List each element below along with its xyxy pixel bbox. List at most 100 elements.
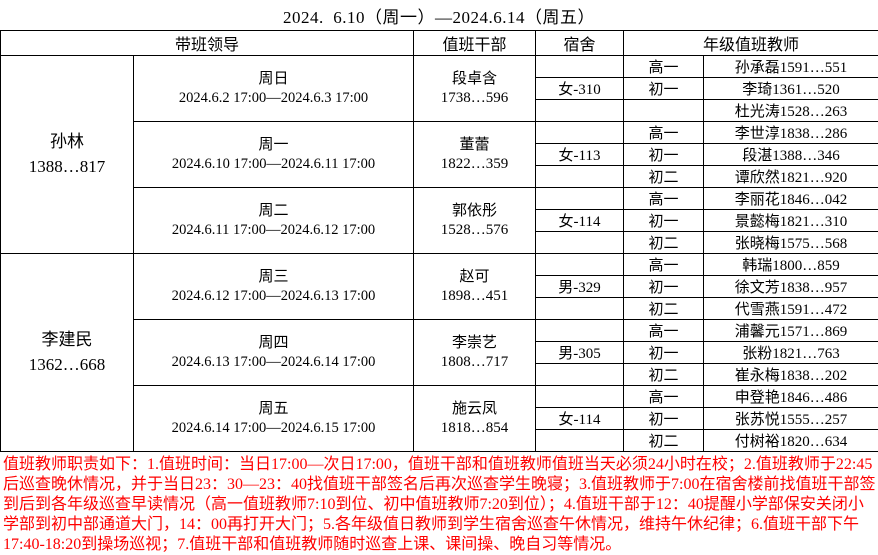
leader-cell: 孙林 1388…817: [1, 56, 134, 254]
grade-cell: 初二: [624, 232, 704, 254]
grade-cell: 高一: [624, 122, 704, 144]
teacher-cell: 孙承磊1591…551: [704, 56, 878, 78]
cadre-name: 赵可: [414, 268, 535, 287]
teacher-cell: 张苏悦1555…257: [704, 408, 878, 430]
table-row: 孙林 1388…817 周日 2024.6.2 17:00—2024.6.3 1…: [1, 56, 878, 78]
duty-table: 带班领导 值班干部 宿舍 年级值班教师 孙林 1388…817 周日 2024.…: [0, 30, 878, 452]
day-period: 2024.6.14 17:00—2024.6.15 17:00: [134, 419, 413, 437]
cadre-phone: 1822…359: [414, 155, 535, 173]
table-header-row: 带班领导 值班干部 宿舍 年级值班教师: [1, 31, 878, 56]
duty-roster-page: 2024. 6.10（周一）—2024.6.14（周五） 带班领导 值班干部 宿…: [0, 0, 878, 524]
leader-phone: 1388…817: [1, 155, 133, 180]
grade-cell: 高一: [624, 386, 704, 408]
dorm-cell: 女-114: [536, 408, 624, 430]
cadre-cell: 段卓含 1738…596: [414, 56, 536, 122]
cadre-cell: 赵可 1898…451: [414, 254, 536, 320]
grade-cell: 初一: [624, 210, 704, 232]
teacher-cell: 段湛1388…346: [704, 144, 878, 166]
grade-cell: 高一: [624, 320, 704, 342]
cadre-name: 施云凤: [414, 400, 535, 419]
teacher-cell: 景懿梅1821…310: [704, 210, 878, 232]
grade-cell: [624, 100, 704, 122]
dorm-cell-empty: [536, 56, 624, 78]
day-period: 2024.6.10 17:00—2024.6.11 17:00: [134, 155, 413, 173]
page-title: 2024. 6.10（周一）—2024.6.14（周五）: [0, 0, 878, 30]
header-cadre: 值班干部: [414, 31, 536, 56]
day-cell: 周日 2024.6.2 17:00—2024.6.3 17:00: [134, 56, 414, 122]
dorm-cell: 女-113: [536, 144, 624, 166]
teacher-cell: 浦馨元1571…869: [704, 320, 878, 342]
dorm-cell-empty: [536, 430, 624, 452]
dorm-cell-empty: [536, 254, 624, 276]
cadre-cell: 施云凤 1818…854: [414, 386, 536, 452]
dorm-cell-empty: [536, 298, 624, 320]
cadre-name: 段卓含: [414, 70, 535, 89]
grade-cell: 初二: [624, 298, 704, 320]
teacher-cell: 张晓梅1575…568: [704, 232, 878, 254]
grade-cell: 高一: [624, 188, 704, 210]
leader-name: 李建民: [1, 328, 133, 353]
day-cell: 周五 2024.6.14 17:00—2024.6.15 17:00: [134, 386, 414, 452]
leader-name: 孙林: [1, 130, 133, 155]
cadre-phone: 1738…596: [414, 89, 535, 107]
cadre-phone: 1818…854: [414, 419, 535, 437]
dorm-cell-empty: [536, 166, 624, 188]
teacher-cell: 杜光涛1528…263: [704, 100, 878, 122]
cadre-name: 郭依彤: [414, 202, 535, 221]
day-cell: 周二 2024.6.11 17:00—2024.6.12 17:00: [134, 188, 414, 254]
grade-cell: 初二: [624, 430, 704, 452]
teacher-cell: 张粉1821…763: [704, 342, 878, 364]
header-dorm: 宿舍: [536, 31, 624, 56]
day-cell: 周四 2024.6.13 17:00—2024.6.14 17:00: [134, 320, 414, 386]
dorm-cell: 男-329: [536, 276, 624, 298]
duty-notes: 值班教师职责如下：1.值班时间：当日17:00—次日17:00，值班干部和值班教…: [0, 452, 878, 555]
cadre-cell: 董蕾 1822…359: [414, 122, 536, 188]
day-period: 2024.6.12 17:00—2024.6.13 17:00: [134, 287, 413, 305]
day-label: 周五: [134, 400, 413, 419]
teacher-cell: 徐文芳1838…957: [704, 276, 878, 298]
cadre-name: 李崇艺: [414, 334, 535, 353]
cadre-phone: 1808…717: [414, 353, 535, 371]
teacher-cell: 申登艳1846…486: [704, 386, 878, 408]
day-label: 周一: [134, 136, 413, 155]
day-period: 2024.6.2 17:00—2024.6.3 17:00: [134, 89, 413, 107]
grade-cell: 高一: [624, 56, 704, 78]
leader-cell: 李建民 1362…668: [1, 254, 134, 452]
day-label: 周四: [134, 334, 413, 353]
cadre-name: 董蕾: [414, 136, 535, 155]
teacher-cell: 代雪燕1591…472: [704, 298, 878, 320]
grade-cell: 高一: [624, 254, 704, 276]
grade-cell: 初一: [624, 408, 704, 430]
day-label: 周三: [134, 268, 413, 287]
dorm-cell: 女-310: [536, 78, 624, 100]
teacher-cell: 付树裕1820…634: [704, 430, 878, 452]
grade-cell: 初一: [624, 276, 704, 298]
dorm-cell-empty: [536, 364, 624, 386]
teacher-cell: 李世淳1838…286: [704, 122, 878, 144]
teacher-cell: 谭欣然1821…920: [704, 166, 878, 188]
grade-cell: 初二: [624, 364, 704, 386]
grade-cell: 初一: [624, 78, 704, 100]
dorm-cell-empty: [536, 122, 624, 144]
day-period: 2024.6.11 17:00—2024.6.12 17:00: [134, 221, 413, 239]
cadre-phone: 1528…576: [414, 221, 535, 239]
cadre-cell: 郭依彤 1528…576: [414, 188, 536, 254]
day-cell: 周三 2024.6.12 17:00—2024.6.13 17:00: [134, 254, 414, 320]
dorm-cell-empty: [536, 320, 624, 342]
day-cell: 周一 2024.6.10 17:00—2024.6.11 17:00: [134, 122, 414, 188]
dorm-cell-empty: [536, 188, 624, 210]
dorm-cell-empty: [536, 232, 624, 254]
cadre-cell: 李崇艺 1808…717: [414, 320, 536, 386]
day-label: 周二: [134, 202, 413, 221]
grade-cell: 初一: [624, 144, 704, 166]
cadre-phone: 1898…451: [414, 287, 535, 305]
day-period: 2024.6.13 17:00—2024.6.14 17:00: [134, 353, 413, 371]
teacher-cell: 崔永梅1838…202: [704, 364, 878, 386]
table-row: 李建民 1362…668 周三 2024.6.12 17:00—2024.6.1…: [1, 254, 878, 276]
teacher-cell: 李丽花1846…042: [704, 188, 878, 210]
day-label: 周日: [134, 70, 413, 89]
header-grade-teachers: 年级值班教师: [624, 31, 878, 56]
header-leader: 带班领导: [1, 31, 414, 56]
dorm-cell: 男-305: [536, 342, 624, 364]
teacher-cell: 韩瑞1800…859: [704, 254, 878, 276]
